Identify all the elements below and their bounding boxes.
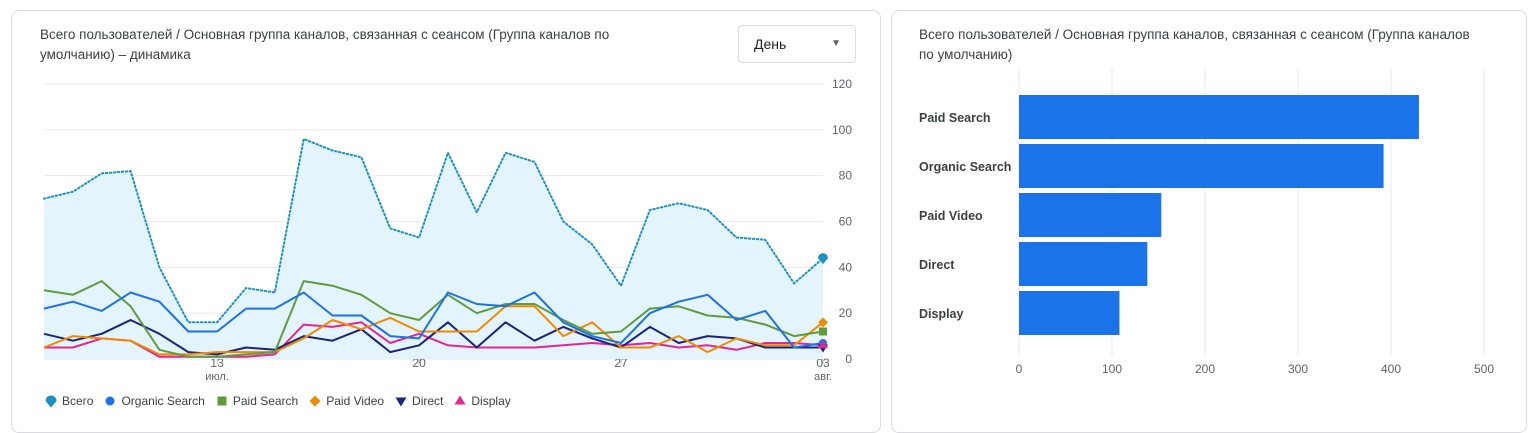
series-end-marker-paid_video (818, 317, 828, 328)
x-tick-label: 0 (1016, 362, 1023, 376)
category-label: Direct (919, 258, 955, 272)
line-chart-card: Всего пользователей / Основная группа ка… (11, 10, 881, 433)
granularity-dropdown[interactable]: День ▼ (738, 25, 856, 63)
x-tick-label: 300 (1288, 362, 1308, 376)
category-label: Organic Search (919, 160, 1011, 174)
x-tick-label: 27 (614, 356, 628, 370)
y-tick-label: 60 (839, 215, 853, 229)
x-tick-label: 100 (1102, 362, 1122, 376)
bar-paid-search[interactable] (1019, 95, 1419, 139)
x-tick-label: 500 (1474, 362, 1494, 376)
x-tick-sublabel: авг. (814, 371, 832, 383)
x-tick-label: 200 (1195, 362, 1215, 376)
y-tick-label: 0 (845, 352, 852, 366)
y-tick-label: 20 (839, 306, 853, 320)
legend-marker-paid_search (217, 396, 227, 406)
x-tick-label: 400 (1381, 362, 1401, 376)
legend-marker-organic (105, 396, 115, 406)
legend-marker-icon (105, 396, 115, 406)
legend-label: Direct (412, 394, 444, 408)
bar-chart-card: Всего пользователей / Основная группа ка… (891, 10, 1527, 433)
legend-label: Всего (62, 394, 94, 408)
granularity-dropdown-value: День (754, 36, 787, 52)
legend-label: Paid Search (232, 394, 299, 408)
legend-item-direct[interactable]: Direct (394, 394, 443, 408)
line-chart-title: Всего пользователей / Основная группа ка… (40, 27, 610, 62)
legend-item-total[interactable]: Всего (44, 394, 93, 408)
chevron-down-icon: ▼ (831, 38, 841, 49)
series-end-marker-total (818, 253, 828, 265)
category-label: Paid Video (919, 209, 983, 223)
legend-marker-icon (454, 395, 466, 405)
legend-marker-icon (217, 396, 227, 406)
line-chart-legend: Всего Organic Search Paid Search Paid Video… (44, 394, 511, 408)
series-line-organic (43, 291, 824, 349)
bar-direct[interactable] (1019, 242, 1148, 286)
series-line-paid_search (43, 280, 824, 358)
legend-item-paid_search[interactable]: Paid Search (215, 394, 298, 408)
x-tick-label: 20 (412, 356, 426, 370)
x-tick-label: 13 (210, 356, 224, 370)
category-label: Paid Search (919, 111, 991, 125)
y-tick-label: 120 (832, 77, 852, 91)
legend-label: Paid Video (326, 394, 385, 408)
legend-marker-icon (395, 397, 407, 407)
legend-item-organic[interactable]: Organic Search (103, 394, 205, 408)
series-line-paid_video (43, 305, 824, 356)
legend-marker-direct (395, 397, 407, 407)
legend-marker-icon (309, 395, 321, 407)
series-end-marker-paid_search (819, 327, 827, 336)
x-tick-sublabel: июл. (205, 371, 229, 383)
legend-label: Display (471, 394, 511, 408)
legend-marker-total (45, 395, 57, 408)
bar-paid-video[interactable] (1019, 193, 1162, 237)
bar-organic-search[interactable] (1019, 144, 1384, 188)
legend-marker-icon (45, 395, 57, 408)
y-tick-label: 80 (839, 169, 853, 183)
y-tick-label: 100 (832, 123, 852, 137)
series-line-total (43, 137, 824, 324)
legend-marker-paid_video (309, 395, 321, 407)
series-area-total (44, 139, 823, 359)
legend-marker-display (454, 395, 466, 405)
bar-display[interactable] (1019, 291, 1120, 335)
y-tick-label: 40 (839, 260, 853, 274)
series-line-direct (43, 319, 823, 356)
category-label: Display (919, 307, 964, 321)
x-tick-label: 03 (816, 356, 830, 370)
legend-item-display[interactable]: Display (453, 394, 511, 408)
bar-chart: 0 100 200 300 400 500 Paid Search Organic Searc… (919, 68, 1494, 376)
legend-item-paid_video[interactable]: Paid Video (308, 394, 384, 408)
series-line-display (44, 321, 824, 358)
series-end-marker-display (818, 340, 828, 349)
bar-chart-title: Всего пользователей / Основная группа ка… (919, 27, 1470, 62)
legend-label: Organic Search (121, 394, 205, 408)
